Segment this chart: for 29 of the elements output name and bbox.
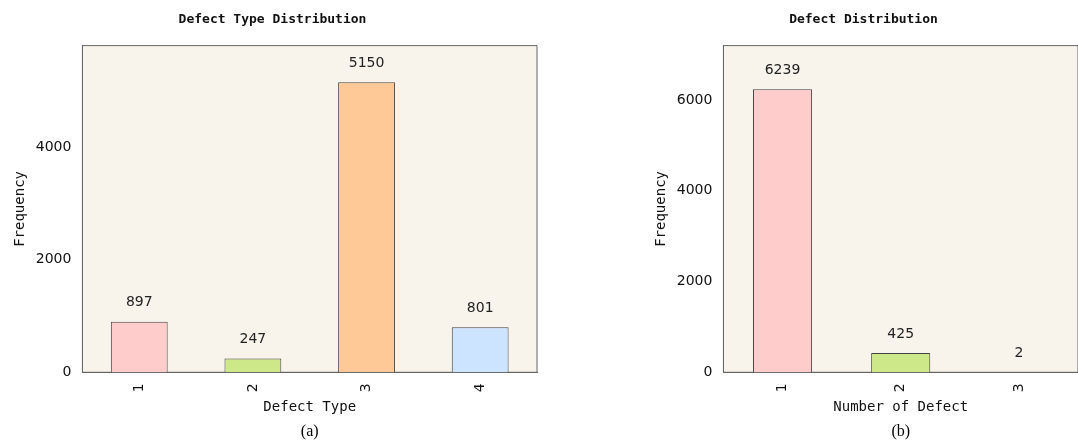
- x-axis-title: Defect Type: [263, 398, 357, 415]
- data-label: 425: [887, 324, 915, 341]
- chart-title: Defect Type Distribution: [178, 11, 367, 27]
- y-tick-label: 4000: [35, 137, 72, 154]
- y-tick-label: 2000: [35, 250, 72, 267]
- y-tick-label: 0: [62, 362, 72, 379]
- chart-title: Defect Distribution: [789, 11, 938, 27]
- y-tick-label: 2000: [676, 272, 713, 289]
- x-tick-label: 1: [129, 383, 146, 393]
- data-label: 6239: [764, 60, 801, 77]
- y-axis-title: Frequency: [11, 171, 28, 247]
- y-tick-label: 0: [703, 362, 713, 379]
- data-label: 2: [1014, 343, 1024, 360]
- x-axis-title: Number of Defect: [833, 398, 969, 415]
- x-tick-label: 2: [891, 383, 908, 393]
- text: (b): [891, 422, 911, 441]
- data-label: 897: [125, 293, 153, 310]
- y-axis-title: Frequency: [652, 171, 669, 247]
- x-tick-label: 3: [357, 383, 374, 393]
- x-tick-label: 1: [773, 383, 790, 393]
- data-label: 801: [466, 298, 494, 315]
- data-label: 247: [239, 330, 267, 347]
- data-label: 5150: [348, 53, 385, 70]
- text: (a): [300, 422, 319, 441]
- y-tick-label: 4000: [676, 181, 713, 198]
- x-tick-label: 2: [243, 383, 260, 393]
- y-tick-label: 6000: [676, 90, 713, 107]
- x-tick-label: 3: [1009, 383, 1026, 393]
- x-tick-label: 4: [470, 383, 487, 393]
